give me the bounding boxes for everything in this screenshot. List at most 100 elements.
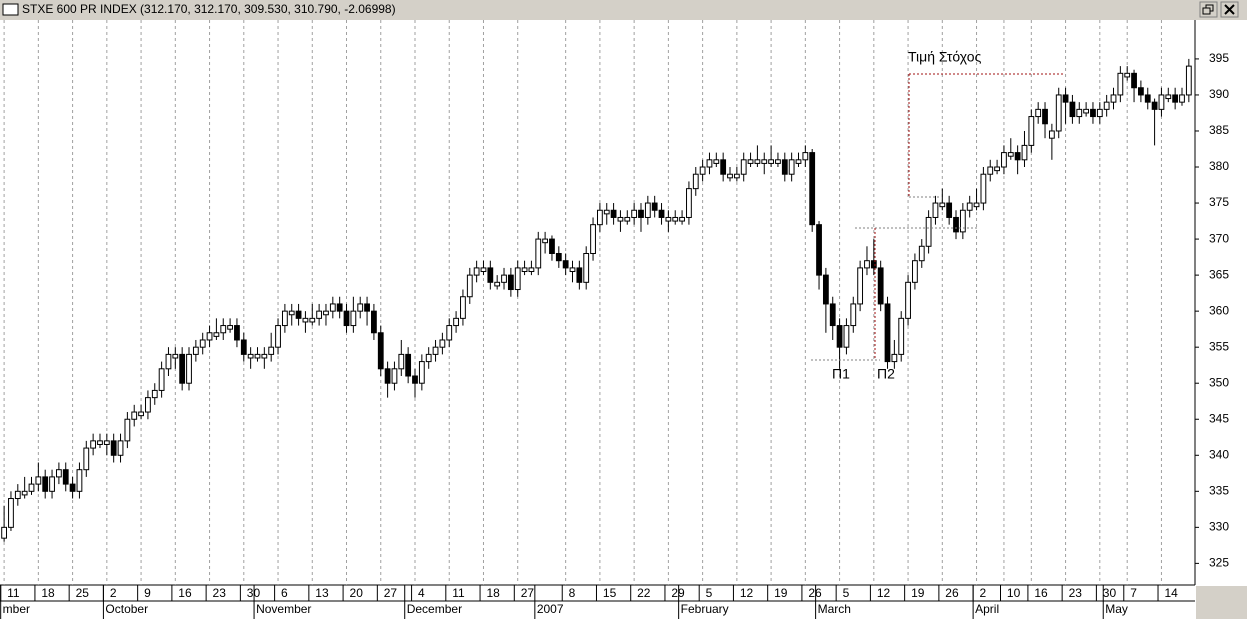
candle-body (14, 490, 21, 500)
candle-body (877, 267, 884, 305)
candle-body (617, 216, 624, 222)
candle-body (754, 159, 761, 164)
x-tick-label: 30 (1103, 586, 1117, 600)
candle-body (69, 483, 76, 492)
y-tick-label: 380 (1209, 159, 1229, 173)
candle-body (644, 202, 651, 218)
candle-body (1014, 152, 1021, 161)
candle-body (665, 216, 672, 222)
candle-body (768, 159, 774, 164)
candle-body (740, 159, 747, 175)
x-tick-label: 16 (1034, 586, 1048, 600)
candle-body (1021, 144, 1028, 161)
candle-body (21, 490, 28, 496)
candle-body (158, 368, 165, 391)
candle-body (42, 476, 49, 492)
candle-body (316, 310, 323, 319)
candle-body (1076, 108, 1083, 118)
x-tick-label: 27 (521, 586, 535, 600)
candle-body (281, 310, 288, 327)
candle-body (234, 325, 240, 341)
candle-body (1035, 108, 1042, 118)
x-tick-label: 19 (911, 586, 925, 600)
x-tick-label: 16 (178, 586, 192, 600)
candle-body (720, 159, 727, 175)
x-tick-label: 8 (569, 586, 576, 600)
x-tick-label: 9 (144, 586, 151, 600)
candle-body (651, 202, 658, 211)
candle-body (672, 216, 679, 222)
candle-body (514, 267, 521, 291)
candle-body (254, 353, 261, 359)
candle-body (980, 173, 987, 204)
candle-body (576, 267, 583, 283)
candle-body (131, 411, 138, 420)
month-label: February (681, 602, 729, 616)
x-tick-label: 15 (603, 586, 617, 600)
title-bar (0, 0, 1247, 20)
candle-body (1131, 72, 1137, 89)
candle-body (1069, 101, 1076, 118)
candle-body (309, 317, 316, 323)
candle-body (631, 209, 638, 218)
x-tick-label: 6 (281, 586, 288, 600)
candle-body (733, 173, 740, 179)
candle-body (172, 353, 179, 359)
corner (1196, 586, 1247, 619)
candle-body (829, 303, 836, 327)
candle-body (35, 476, 42, 485)
candle-body (49, 476, 55, 492)
candle-body (227, 325, 233, 330)
x-tick-label: 12 (877, 586, 891, 600)
y-tick-label: 375 (1209, 195, 1229, 209)
candle-body (103, 440, 110, 445)
candle-body (364, 303, 370, 312)
close-button[interactable] (1220, 1, 1239, 18)
candle-body (377, 332, 384, 370)
candle-body (466, 274, 473, 298)
candle-body (179, 353, 186, 384)
candle-body (240, 339, 247, 355)
candle-body (453, 317, 459, 327)
candle-body (1001, 152, 1007, 168)
candle-body (1110, 94, 1117, 103)
month-label: 2007 (537, 602, 564, 616)
candle-body (97, 440, 103, 445)
candle-body (220, 325, 227, 334)
candle-body (1062, 94, 1069, 103)
candle-body (1172, 94, 1179, 103)
candle-body (480, 267, 487, 273)
candle-body (1185, 65, 1192, 96)
candle-body (275, 325, 281, 348)
candle-body (549, 238, 555, 254)
candle-body (555, 252, 562, 262)
candle-body (761, 159, 768, 164)
candle-body (781, 159, 788, 175)
y-tick-label: 340 (1209, 447, 1229, 461)
candle-body (939, 202, 946, 208)
annotation-lines (811, 73, 1065, 361)
candle-body (460, 296, 466, 319)
candle-body (795, 159, 802, 164)
candle-body (1055, 94, 1062, 132)
month-label: November (256, 602, 311, 616)
candle-body (90, 440, 97, 449)
y-tick-label: 325 (1209, 556, 1229, 570)
candle-body (679, 216, 685, 222)
candle-body (1158, 94, 1165, 110)
y-tick-label: 345 (1209, 411, 1229, 425)
x-tick-label: 19 (774, 586, 788, 600)
candle-body (966, 202, 973, 211)
candle-body (343, 310, 350, 327)
y-tick-label: 355 (1209, 339, 1229, 353)
candle-body (8, 498, 14, 528)
annotation: Π2 (877, 366, 895, 382)
candle-body (1048, 130, 1055, 139)
x-tick-label: 2 (110, 586, 117, 600)
restore-button[interactable] (1199, 1, 1218, 18)
candle-body (802, 152, 809, 161)
candle-body (658, 209, 665, 218)
candle-body (357, 303, 364, 312)
candle-body (775, 159, 781, 164)
candle-body (329, 303, 336, 312)
